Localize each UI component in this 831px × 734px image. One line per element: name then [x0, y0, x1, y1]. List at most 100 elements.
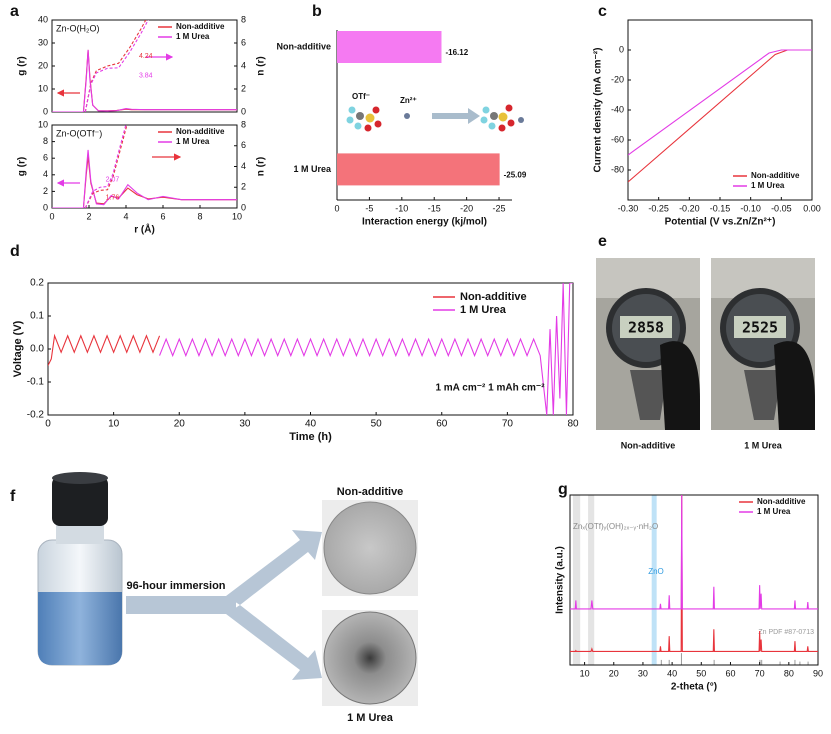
- y-axis-label: g (r): [17, 157, 28, 176]
- x-tick-label: 0: [49, 211, 54, 221]
- y2-axis-label: n (r): [256, 157, 267, 176]
- subplot-title: Zn-O(OTf⁻): [56, 128, 102, 138]
- x-tick-label: 80: [784, 668, 794, 678]
- x-tick-label: 70: [755, 668, 765, 678]
- series-line: [628, 49, 812, 183]
- x-axis-label: Potential (V vs.Zn/Zn²⁺): [665, 217, 776, 228]
- panel-label: d: [10, 243, 20, 260]
- gauge-reading: 2525: [742, 319, 778, 337]
- y-axis-label: g (r): [17, 56, 28, 75]
- x-tick-label: -0.15: [710, 203, 731, 213]
- x-tick-label: 0.00: [803, 203, 821, 213]
- annotation: 1 mA cm⁻² 1 mAh cm⁻²: [435, 383, 545, 394]
- photo-caption: Non-additive: [621, 440, 676, 450]
- highlight-band: [588, 495, 595, 665]
- x-tick-label: 70: [502, 419, 514, 430]
- series-line: [84, 20, 149, 112]
- x-tick-label: -25: [493, 203, 506, 213]
- y-axis-label: Intensity (a.u.): [555, 546, 566, 614]
- annotation: 1.76: [106, 195, 120, 202]
- series-line: [84, 125, 128, 208]
- x-tick-label: 60: [436, 419, 448, 430]
- x-tick-label: 10: [580, 668, 590, 678]
- x-tick-label: -10: [395, 203, 408, 213]
- x-tick-label: 2: [86, 211, 91, 221]
- annotation: OTf⁻: [352, 92, 370, 101]
- zinc-disc: [323, 611, 417, 705]
- y2-tick-label: 2: [241, 182, 246, 192]
- zinc-disc: [323, 501, 417, 595]
- series-line: [52, 156, 237, 208]
- annotation: 3.84: [139, 73, 153, 80]
- sample-label: Non-additive: [337, 486, 404, 498]
- value-label: -16.12: [445, 48, 468, 57]
- x-tick-label: 10: [108, 419, 120, 430]
- y-tick-label: 30: [38, 37, 48, 47]
- x-tick-label: 20: [174, 419, 186, 430]
- y-tick-label: -20: [611, 74, 624, 84]
- panel-label: g: [558, 481, 568, 498]
- value-label: -25.09: [504, 171, 527, 180]
- x-tick-label: -0.05: [771, 203, 792, 213]
- panel-label: a: [10, 3, 19, 20]
- y-tick-label: 0: [43, 202, 48, 212]
- series-line: [48, 333, 161, 366]
- x-tick-label: 30: [638, 668, 648, 678]
- x-tick-label: -5: [365, 203, 373, 213]
- legend-label: 1 M Urea: [751, 181, 785, 190]
- series-line: [570, 495, 818, 610]
- y2-tick-label: 8: [241, 119, 246, 129]
- y2-tick-label: 6: [241, 37, 246, 47]
- annotation: 2.07: [106, 176, 120, 183]
- y2-tick-label: 4: [241, 60, 246, 70]
- bottle: [37, 472, 123, 666]
- gauge-reading: 2858: [628, 319, 664, 337]
- y-tick-label: 8: [43, 136, 48, 146]
- photo: [596, 258, 700, 430]
- y2-tick-label: 4: [241, 161, 246, 171]
- y-tick-label: 20: [38, 60, 48, 70]
- legend-label: 1 M Urea: [757, 507, 791, 516]
- x-tick-label: -20: [460, 203, 473, 213]
- x-tick-label: 50: [371, 419, 383, 430]
- sample-label: 1 M Urea: [347, 712, 394, 724]
- series-line: [52, 149, 237, 208]
- molecule-illustration: [346, 104, 524, 132]
- x-tick-label: -0.30: [618, 203, 639, 213]
- x-tick-label: 6: [160, 211, 165, 221]
- y-tick-label: -0.2: [27, 410, 45, 421]
- legend-label: Non-additive: [176, 22, 225, 31]
- x-axis-label: 2-theta (°): [671, 682, 717, 693]
- panel-label: e: [598, 233, 607, 250]
- legend-label: 1 M Urea: [176, 32, 210, 41]
- y2-tick-label: 0: [241, 106, 246, 116]
- y-tick-label: 0: [619, 44, 624, 54]
- y2-tick-label: 6: [241, 140, 246, 150]
- legend-label: Non-additive: [751, 171, 800, 180]
- y-axis-label: Voltage (V): [12, 320, 24, 377]
- bar: [337, 153, 500, 186]
- subplot-title: Zn-O(H₂O): [56, 23, 100, 33]
- reference-label: Zn PDF #87-0713: [758, 629, 814, 636]
- series-line: [628, 49, 812, 156]
- x-tick-label: 50: [696, 668, 706, 678]
- annotation: Znₓ(OTf)ᵧ(OH)₂ₓ₋ᵧ·nH₂O: [573, 522, 658, 531]
- y-tick-label: 6: [43, 153, 48, 163]
- legend-label: 1 M Urea: [176, 137, 210, 146]
- category-label: Non-additive: [276, 41, 331, 51]
- y-tick-label: 0.2: [30, 278, 44, 289]
- y-tick-label: -0.1: [27, 377, 45, 388]
- x-tick-label: -0.10: [740, 203, 761, 213]
- series-line: [570, 495, 818, 652]
- x-tick-label: 60: [725, 668, 735, 678]
- category-label: 1 M Urea: [293, 164, 332, 174]
- y2-tick-label: 2: [241, 83, 246, 93]
- series-line: [84, 125, 127, 208]
- y-tick-label: -40: [611, 104, 624, 114]
- y-tick-label: 0.1: [30, 311, 44, 322]
- y-tick-label: 0.0: [30, 344, 44, 355]
- y-tick-label: 40: [38, 14, 48, 24]
- y-tick-label: 2: [43, 186, 48, 196]
- x-axis-label: Interaction energy (kj/mol): [362, 217, 487, 228]
